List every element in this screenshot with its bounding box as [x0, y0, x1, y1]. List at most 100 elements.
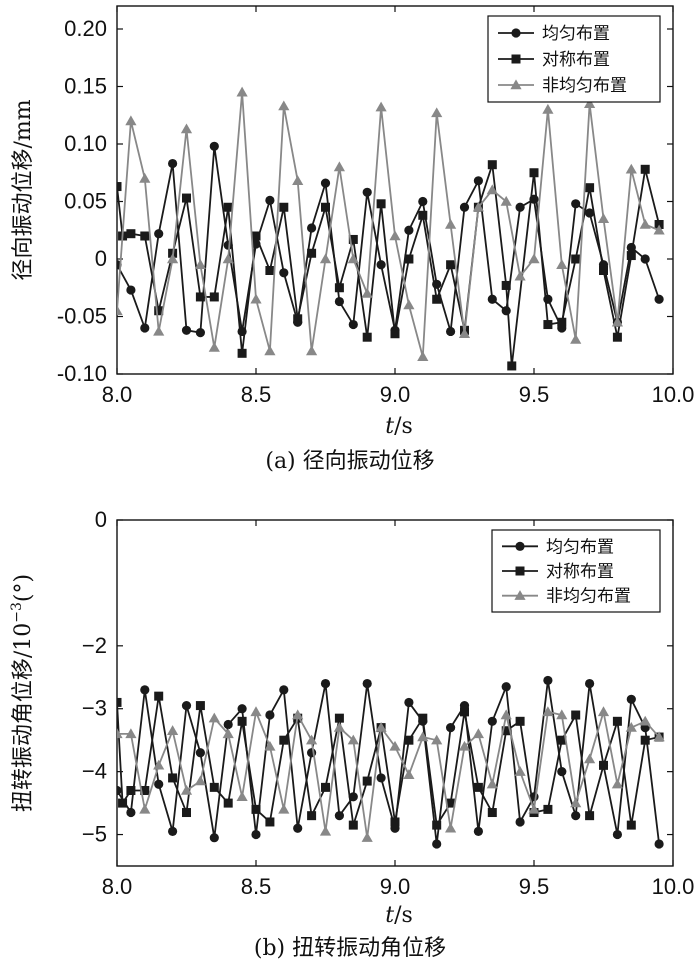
data-point-circle	[140, 323, 150, 333]
legend-marker-triangle	[514, 590, 526, 600]
data-point-square	[446, 798, 456, 808]
data-point-circle	[501, 682, 511, 692]
data-point-triangle	[180, 123, 193, 134]
y-tick-label: −5	[82, 822, 107, 847]
y-tick-label: 0	[95, 507, 107, 532]
data-point-square	[321, 782, 330, 792]
data-point-circle	[446, 723, 456, 733]
data-point-circle	[237, 704, 247, 714]
data-point-square	[390, 329, 400, 339]
data-point-square	[195, 292, 205, 302]
data-point-triangle	[445, 218, 457, 229]
data-point-circle	[168, 158, 178, 169]
data-point-triangle	[653, 224, 665, 235]
data-point-circle	[181, 700, 192, 711]
data-point-square	[432, 820, 442, 830]
series-line-circle	[117, 146, 660, 334]
data-point-triangle	[625, 722, 637, 732]
data-point-triangle	[625, 163, 637, 174]
data-point-square	[251, 231, 261, 241]
data-point-triangle	[375, 722, 387, 732]
data-point-square	[279, 202, 289, 212]
data-point-circle	[473, 826, 483, 837]
x-axis-label: t/s	[385, 903, 413, 928]
x-axis-label: t/s	[385, 414, 413, 439]
data-point-triangle	[153, 759, 165, 770]
data-point-square	[237, 716, 247, 726]
data-point-circle	[404, 225, 414, 235]
x-tick-label: 9.0	[380, 382, 411, 407]
data-point-triangle	[611, 778, 623, 789]
data-point-circle	[223, 240, 233, 250]
data-point-square	[487, 808, 497, 818]
data-point-triangle	[584, 98, 596, 108]
data-point-circle	[585, 208, 595, 218]
data-point-square	[182, 808, 191, 818]
data-point-square	[543, 804, 553, 814]
data-point-circle	[640, 254, 650, 264]
data-point-circle	[279, 685, 289, 695]
data-point-circle	[117, 785, 122, 796]
y-axis-label-text: 径向振动位移/mm	[11, 99, 36, 280]
data-point-triangle	[500, 709, 512, 720]
data-point-circle	[265, 710, 275, 720]
x-axis-label-unit: /s	[394, 903, 413, 928]
data-point-square	[321, 202, 330, 212]
data-point-circle	[334, 296, 344, 307]
data-point-triangle	[542, 706, 554, 717]
data-point-triangle	[306, 345, 318, 356]
data-point-triangle	[333, 722, 345, 732]
data-point-triangle	[167, 725, 179, 735]
data-point-circle	[195, 328, 205, 338]
data-point-circle	[334, 811, 344, 821]
data-point-square	[418, 713, 428, 723]
legend-label: 对称布置	[546, 562, 614, 582]
series-line-triangle	[117, 708, 660, 838]
data-point-square	[126, 229, 136, 239]
data-point-circle	[223, 719, 233, 730]
y-axis-label-text: 扭转振动角位移/10	[11, 623, 36, 812]
data-point-square	[626, 251, 636, 261]
x-tick-label: 8.5	[241, 382, 272, 407]
data-point-square	[543, 320, 553, 330]
data-point-square	[195, 701, 205, 711]
data-point-triangle	[472, 728, 484, 739]
data-point-triangle	[431, 107, 443, 118]
x-tick-label: 9.0	[380, 874, 411, 899]
data-point-circle	[376, 260, 386, 270]
data-point-triangle	[584, 753, 596, 764]
data-point-triangle	[445, 822, 457, 833]
data-point-triangle	[472, 201, 484, 212]
data-point-circle	[654, 839, 664, 849]
data-area	[117, 86, 665, 371]
y-tick-label: −3	[82, 696, 107, 721]
legend-label: 非均匀布置	[546, 587, 631, 607]
data-point-circle	[487, 716, 497, 726]
data-point-square	[529, 168, 539, 178]
y-axis-label: 扭转振动角位移/10−3(°)	[9, 574, 36, 812]
data-point-circle	[612, 829, 623, 840]
data-point-triangle	[125, 728, 137, 739]
data-point-square	[487, 160, 497, 170]
data-point-square	[626, 820, 636, 830]
data-point-circle	[501, 306, 511, 316]
x-axis-label-unit: /s	[394, 414, 413, 439]
data-point-square	[599, 266, 608, 275]
data-point-square	[293, 314, 303, 324]
data-point-triangle	[597, 213, 610, 223]
y-tick-label: 0.10	[64, 131, 107, 156]
data-point-square	[182, 193, 191, 203]
data-point-square	[507, 361, 517, 371]
data-point-triangle	[500, 195, 512, 206]
data-point-circle	[515, 202, 525, 212]
data-point-square	[612, 332, 622, 342]
data-point-square	[126, 786, 136, 796]
data-point-triangle	[250, 293, 262, 304]
data-point-square	[279, 735, 289, 745]
data-point-circle	[181, 325, 192, 335]
y-tick-label: -0.10	[57, 361, 107, 386]
legend-marker-square	[511, 54, 521, 64]
data-point-triangle	[403, 299, 415, 310]
